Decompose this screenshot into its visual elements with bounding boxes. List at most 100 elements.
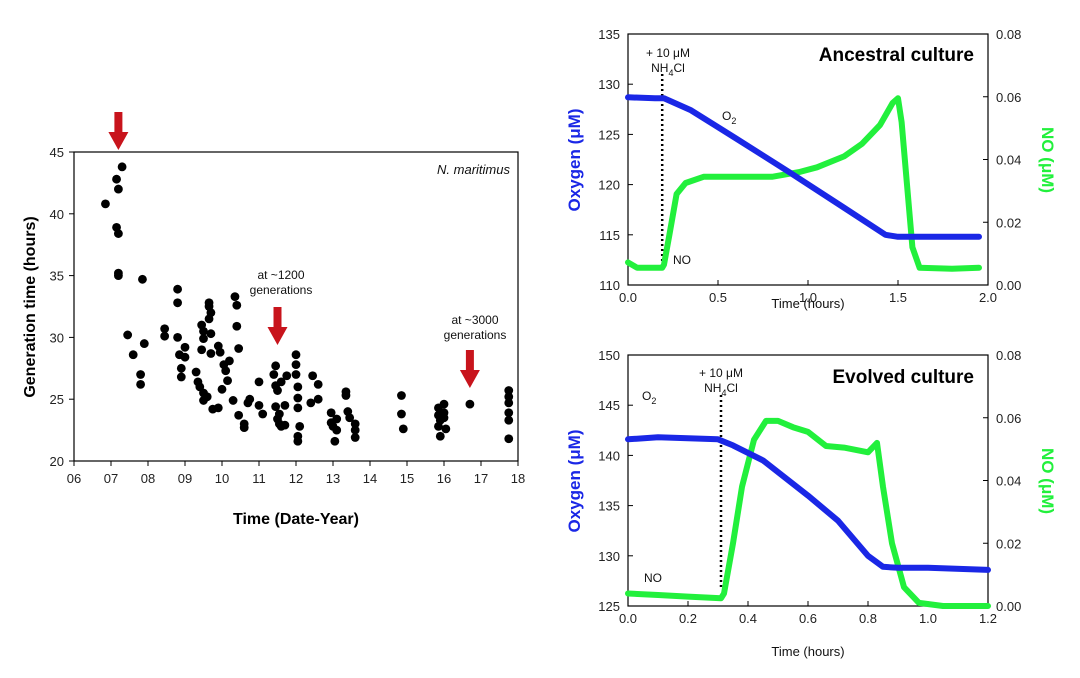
annotation-3000-line1: at ~3000 [451,313,498,327]
left-arrows [108,112,480,388]
evolved-o2-label: O2 [642,389,656,406]
left-plot-frame [73,151,519,462]
left-x-tick-label: 18 [511,471,525,486]
ancestral-chart-title: Ancestral culture [819,45,974,66]
evolved-y2-axis-label: NO (μM) [1038,448,1057,514]
data-point [176,363,186,373]
anc-y2-tick-label: 0.04 [996,153,1021,168]
data-point [293,403,303,413]
data-point [504,408,514,418]
data-point [206,329,216,339]
data-point [271,402,281,412]
data-point [306,398,316,408]
left-x-ticks: 06 07 08 09 10 11 12 13 14 15 16 17 18 [67,461,525,486]
ancestral-addition-compound: NH4Cl [651,61,685,78]
left-y-tick-label: 20 [50,454,64,469]
anc-x-tick-label: 1.0 [799,290,817,305]
left-data-points [101,162,514,446]
red-arrow-icon [108,112,129,150]
data-point [350,419,360,429]
anc-x-tick-label: 2.0 [979,290,997,305]
data-point [213,403,223,413]
evolved-no-series [625,417,991,609]
data-point [138,274,147,284]
left-y-tick-label: 45 [50,145,64,160]
data-point [173,284,183,294]
data-point [160,324,170,334]
left-x-tick-label: 10 [215,471,229,486]
evolved-addition-label: + 10 μM [699,366,743,380]
evo-y-tick-label: 135 [598,499,620,514]
data-point [232,300,242,310]
data-point [112,174,121,184]
data-point [223,376,232,386]
data-point [136,370,146,379]
data-point [269,370,279,379]
left-y-ticks: 20 25 30 35 40 45 [50,145,74,469]
left-x-tick-label: 06 [67,471,81,486]
data-point [225,356,234,366]
left-y-tick-label: 40 [50,207,64,222]
evolved-y-axis-label: Oxygen (μM) [565,430,584,533]
data-point [291,370,301,379]
red-arrow-icon [459,350,480,388]
ancestral-oxygen-series [625,94,982,240]
data-point [101,199,110,209]
evolved-no-label: NO [644,571,662,585]
anc-x-tick-label: 1.5 [889,290,907,305]
anc-y-tick-label: 135 [598,27,620,42]
left-x-tick-label: 15 [400,471,414,486]
data-point [326,408,336,418]
anc-y-tick-label: 115 [599,228,620,243]
annotation-1200-line2: generations [250,283,313,297]
data-point [114,184,123,194]
anc-x-tick-label: 0.0 [619,290,637,305]
data-point [199,326,208,336]
data-point [197,345,207,355]
data-point [504,398,514,408]
left-y-tick-label: 25 [50,392,64,407]
data-point [293,436,303,446]
data-point [282,371,292,381]
data-point [202,392,212,402]
data-point [295,421,305,431]
evolved-x-axis-label: Time (hours) [771,644,844,659]
data-point [291,350,301,360]
left-x-tick-label: 16 [437,471,451,486]
data-point [280,400,290,410]
evo-x-tick-label: 0.6 [799,611,817,626]
data-point [239,423,249,433]
data-point [332,414,342,424]
data-point [341,391,351,400]
data-point [350,425,360,435]
data-point [180,352,190,362]
data-point [204,314,214,324]
ancestral-addition-label: + 10 μM [646,46,690,60]
evolved-chart-title: Evolved culture [833,367,975,388]
anc-y-tick-label: 130 [598,77,620,92]
left-x-tick-label: 08 [141,471,155,486]
data-point [123,330,133,340]
ancestral-chart: 0.0 0.5 1.0 1.5 2.0 110 115 120 125 130 135 0.00 0.0… [565,27,1057,311]
generation-time-chart: 06 07 08 09 10 11 12 13 14 15 16 17 18 202530354045 … [22,112,525,528]
anc-y2-tick-label: 0.06 [996,90,1021,105]
data-point [441,424,451,434]
ancestral-no-series [625,95,982,272]
data-point [434,421,443,431]
data-point [228,396,238,405]
data-point [114,271,123,280]
red-arrow-icon [267,307,288,345]
left-x-axis-label: Time (Date-Year) [233,511,359,528]
anc-y-tick-label: 125 [598,127,620,142]
data-point [271,361,281,371]
data-point [160,331,170,341]
evolved-oxygen-series [625,434,991,573]
data-point [291,360,301,369]
ancestral-x-axis-label: Time (hours) [771,296,844,311]
data-point [397,391,406,400]
data-point [293,382,303,392]
evo-x-tick-label: 0.0 [619,611,637,626]
data-point [332,425,342,435]
anc-x-tick-label: 0.5 [709,290,727,305]
left-y-axis-label: Generation time (hours) [22,216,39,397]
